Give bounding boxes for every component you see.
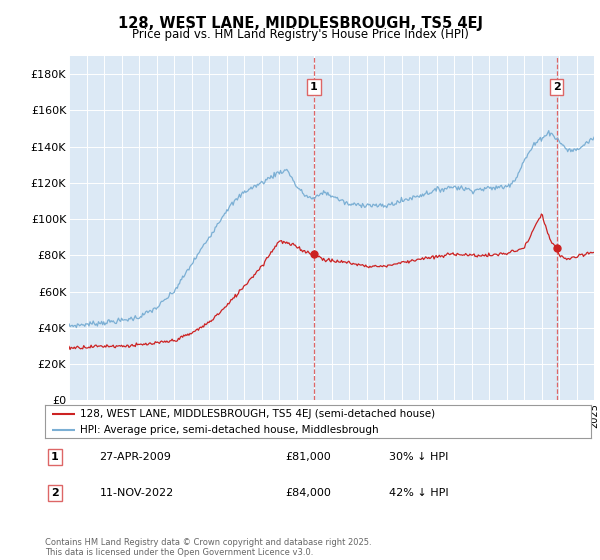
Text: 27-APR-2009: 27-APR-2009 (100, 452, 172, 462)
Text: 128, WEST LANE, MIDDLESBROUGH, TS5 4EJ (semi-detached house): 128, WEST LANE, MIDDLESBROUGH, TS5 4EJ (… (80, 409, 436, 419)
Text: 30% ↓ HPI: 30% ↓ HPI (389, 452, 448, 462)
Text: Price paid vs. HM Land Registry's House Price Index (HPI): Price paid vs. HM Land Registry's House … (131, 28, 469, 41)
Text: £84,000: £84,000 (285, 488, 331, 498)
Text: Contains HM Land Registry data © Crown copyright and database right 2025.
This d: Contains HM Land Registry data © Crown c… (45, 538, 371, 557)
Text: 2: 2 (51, 488, 59, 498)
Text: 2: 2 (553, 82, 560, 92)
Text: 11-NOV-2022: 11-NOV-2022 (100, 488, 174, 498)
Text: 128, WEST LANE, MIDDLESBROUGH, TS5 4EJ: 128, WEST LANE, MIDDLESBROUGH, TS5 4EJ (118, 16, 482, 31)
Text: 42% ↓ HPI: 42% ↓ HPI (389, 488, 449, 498)
Text: 1: 1 (310, 82, 318, 92)
Text: 1: 1 (51, 452, 59, 462)
Text: HPI: Average price, semi-detached house, Middlesbrough: HPI: Average price, semi-detached house,… (80, 426, 379, 436)
Text: £81,000: £81,000 (285, 452, 331, 462)
